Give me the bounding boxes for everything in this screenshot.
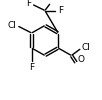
Text: F: F [27,0,32,8]
Text: F: F [48,0,54,2]
Text: F: F [29,63,34,72]
Text: Cl: Cl [8,21,17,30]
Text: Cl: Cl [82,44,90,52]
Text: F: F [58,6,63,15]
Text: O: O [77,55,84,64]
